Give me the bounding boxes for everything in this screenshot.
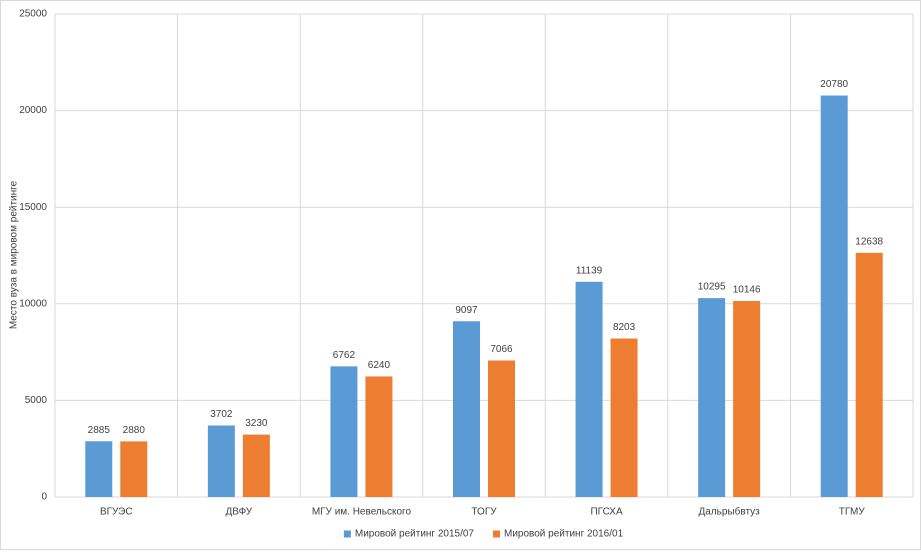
y-tick-label: 25000 — [19, 9, 47, 20]
data-label: 7066 — [490, 344, 513, 355]
x-tick-label: ТОГУ — [471, 507, 497, 518]
data-label: 12638 — [855, 236, 883, 247]
data-label: 6240 — [368, 360, 391, 371]
legend-label: Мировой рейтинг 2016/01 — [504, 529, 624, 540]
bar — [85, 441, 113, 497]
bar — [733, 300, 761, 497]
data-label: 10146 — [733, 285, 761, 296]
data-label: 11139 — [576, 265, 603, 276]
bar — [488, 360, 515, 497]
bar — [820, 95, 848, 498]
data-label: 2885 — [88, 425, 111, 436]
bar — [120, 441, 148, 497]
data-label: 6762 — [333, 350, 356, 361]
y-tick-label: 15000 — [19, 202, 47, 213]
data-label: 8203 — [613, 322, 636, 333]
x-tick-label: ВГУЭС — [100, 507, 133, 518]
y-tick-label: 0 — [41, 492, 47, 503]
bar — [610, 338, 638, 497]
bar — [453, 321, 480, 497]
data-label: 20780 — [820, 79, 848, 90]
y-tick-label: 20000 — [19, 105, 47, 116]
x-tick-label: ДВФУ — [226, 507, 253, 518]
bar — [365, 376, 393, 497]
legend-swatch — [343, 530, 351, 538]
bar — [207, 425, 235, 497]
y-tick-label: 5000 — [25, 395, 48, 406]
y-axis-label: Место вуза в мировом рейтинге — [9, 180, 20, 329]
x-tick-label: ТГМУ — [839, 507, 866, 518]
data-label: 3230 — [245, 418, 268, 429]
data-label: 9097 — [455, 305, 478, 316]
legend-item: Мировой рейтинг 2016/01 — [493, 529, 624, 540]
bar — [698, 298, 726, 497]
bar — [575, 281, 603, 497]
y-tick-label: 10000 — [19, 298, 47, 309]
x-tick-label: ПГСХА — [590, 507, 622, 518]
bar — [330, 366, 358, 497]
data-label: 2880 — [123, 425, 146, 436]
legend-swatch — [493, 530, 500, 538]
bar — [242, 434, 270, 497]
bar — [855, 252, 883, 497]
legend-item: Мировой рейтинг 2015/07 — [343, 529, 475, 540]
x-tick-label: МГУ им. Невельского — [312, 507, 412, 518]
data-label: 3702 — [210, 409, 233, 420]
data-label: 10295 — [698, 282, 726, 293]
x-tick-label: Дальрыбвтуз — [699, 506, 761, 518]
legend-label: Мировой рейтинг 2015/07 — [355, 529, 475, 540]
